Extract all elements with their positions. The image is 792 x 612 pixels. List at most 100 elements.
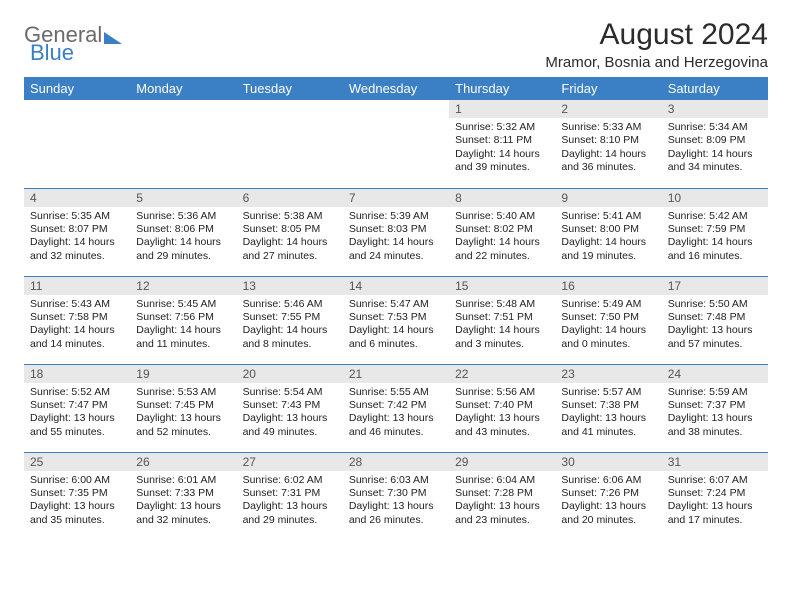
calendar-day-cell: .. [237, 100, 343, 188]
day-number: 11 [24, 277, 130, 295]
day-details: Sunrise: 5:42 AMSunset: 7:59 PMDaylight:… [662, 207, 768, 268]
day-number: 14 [343, 277, 449, 295]
day-number: 27 [237, 453, 343, 471]
day-details: Sunrise: 5:36 AMSunset: 8:06 PMDaylight:… [130, 207, 236, 268]
calendar-day-cell: 11Sunrise: 5:43 AMSunset: 7:58 PMDayligh… [24, 276, 130, 364]
location: Mramor, Bosnia and Herzegovina [545, 54, 768, 71]
brand-part2: Blue [30, 40, 74, 65]
calendar-day-cell: 18Sunrise: 5:52 AMSunset: 7:47 PMDayligh… [24, 364, 130, 452]
day-number: 28 [343, 453, 449, 471]
calendar-page: General August 2024 Mramor, Bosnia and H… [0, 0, 792, 540]
calendar-day-cell: 12Sunrise: 5:45 AMSunset: 7:56 PMDayligh… [130, 276, 236, 364]
calendar-week-row: 4Sunrise: 5:35 AMSunset: 8:07 PMDaylight… [24, 188, 768, 276]
calendar-day-cell: .. [130, 100, 236, 188]
calendar-day-cell: 19Sunrise: 5:53 AMSunset: 7:45 PMDayligh… [130, 364, 236, 452]
weekday-header: Thursday [449, 77, 555, 100]
day-details: Sunrise: 5:38 AMSunset: 8:05 PMDaylight:… [237, 207, 343, 268]
weekday-header: Saturday [662, 77, 768, 100]
day-number: 4 [24, 189, 130, 207]
day-number: 15 [449, 277, 555, 295]
day-details: Sunrise: 5:54 AMSunset: 7:43 PMDaylight:… [237, 383, 343, 444]
day-number: 24 [662, 365, 768, 383]
calendar-day-cell: 2Sunrise: 5:33 AMSunset: 8:10 PMDaylight… [555, 100, 661, 188]
day-number: 19 [130, 365, 236, 383]
day-number: 29 [449, 453, 555, 471]
day-details: Sunrise: 5:40 AMSunset: 8:02 PMDaylight:… [449, 207, 555, 268]
calendar-day-cell: 4Sunrise: 5:35 AMSunset: 8:07 PMDaylight… [24, 188, 130, 276]
calendar-week-row: 18Sunrise: 5:52 AMSunset: 7:47 PMDayligh… [24, 364, 768, 452]
day-details: Sunrise: 5:33 AMSunset: 8:10 PMDaylight:… [555, 118, 661, 179]
day-number: 21 [343, 365, 449, 383]
day-details: Sunrise: 5:39 AMSunset: 8:03 PMDaylight:… [343, 207, 449, 268]
title-block: August 2024 Mramor, Bosnia and Herzegovi… [545, 18, 768, 71]
calendar-day-cell: 7Sunrise: 5:39 AMSunset: 8:03 PMDaylight… [343, 188, 449, 276]
weekday-header: Tuesday [237, 77, 343, 100]
calendar-day-cell: 27Sunrise: 6:02 AMSunset: 7:31 PMDayligh… [237, 452, 343, 540]
calendar-day-cell: 3Sunrise: 5:34 AMSunset: 8:09 PMDaylight… [662, 100, 768, 188]
day-details: Sunrise: 5:59 AMSunset: 7:37 PMDaylight:… [662, 383, 768, 444]
day-details: Sunrise: 5:56 AMSunset: 7:40 PMDaylight:… [449, 383, 555, 444]
triangle-icon [104, 32, 122, 44]
day-details: Sunrise: 5:48 AMSunset: 7:51 PMDaylight:… [449, 295, 555, 356]
calendar-day-cell: 10Sunrise: 5:42 AMSunset: 7:59 PMDayligh… [662, 188, 768, 276]
day-details: Sunrise: 5:47 AMSunset: 7:53 PMDaylight:… [343, 295, 449, 356]
day-details: Sunrise: 5:50 AMSunset: 7:48 PMDaylight:… [662, 295, 768, 356]
calendar-day-cell: 17Sunrise: 5:50 AMSunset: 7:48 PMDayligh… [662, 276, 768, 364]
calendar-week-row: 11Sunrise: 5:43 AMSunset: 7:58 PMDayligh… [24, 276, 768, 364]
calendar-day-cell: 29Sunrise: 6:04 AMSunset: 7:28 PMDayligh… [449, 452, 555, 540]
calendar-day-cell: 22Sunrise: 5:56 AMSunset: 7:40 PMDayligh… [449, 364, 555, 452]
day-details: Sunrise: 6:03 AMSunset: 7:30 PMDaylight:… [343, 471, 449, 532]
day-details: Sunrise: 6:01 AMSunset: 7:33 PMDaylight:… [130, 471, 236, 532]
calendar-body: ........1Sunrise: 5:32 AMSunset: 8:11 PM… [24, 100, 768, 540]
calendar-day-cell: 23Sunrise: 5:57 AMSunset: 7:38 PMDayligh… [555, 364, 661, 452]
header: General August 2024 Mramor, Bosnia and H… [24, 18, 768, 71]
calendar-day-cell: 5Sunrise: 5:36 AMSunset: 8:06 PMDaylight… [130, 188, 236, 276]
calendar-day-cell: 9Sunrise: 5:41 AMSunset: 8:00 PMDaylight… [555, 188, 661, 276]
day-number: 8 [449, 189, 555, 207]
day-number: 6 [237, 189, 343, 207]
calendar-week-row: ........1Sunrise: 5:32 AMSunset: 8:11 PM… [24, 100, 768, 188]
calendar-day-cell: 16Sunrise: 5:49 AMSunset: 7:50 PMDayligh… [555, 276, 661, 364]
day-number: 23 [555, 365, 661, 383]
day-details: Sunrise: 5:35 AMSunset: 8:07 PMDaylight:… [24, 207, 130, 268]
day-number: 13 [237, 277, 343, 295]
calendar-day-cell: .. [24, 100, 130, 188]
day-details: Sunrise: 5:43 AMSunset: 7:58 PMDaylight:… [24, 295, 130, 356]
day-details: Sunrise: 5:53 AMSunset: 7:45 PMDaylight:… [130, 383, 236, 444]
day-details: Sunrise: 6:04 AMSunset: 7:28 PMDaylight:… [449, 471, 555, 532]
day-number: 1 [449, 100, 555, 118]
day-details: Sunrise: 5:46 AMSunset: 7:55 PMDaylight:… [237, 295, 343, 356]
day-details: Sunrise: 5:32 AMSunset: 8:11 PMDaylight:… [449, 118, 555, 179]
day-details: Sunrise: 5:57 AMSunset: 7:38 PMDaylight:… [555, 383, 661, 444]
month-title: August 2024 [545, 18, 768, 52]
calendar-day-cell: .. [343, 100, 449, 188]
day-details: Sunrise: 5:55 AMSunset: 7:42 PMDaylight:… [343, 383, 449, 444]
weekday-header: Wednesday [343, 77, 449, 100]
day-number: 9 [555, 189, 661, 207]
weekday-header-row: SundayMondayTuesdayWednesdayThursdayFrid… [24, 77, 768, 100]
weekday-header: Sunday [24, 77, 130, 100]
day-number: 10 [662, 189, 768, 207]
calendar-day-cell: 30Sunrise: 6:06 AMSunset: 7:26 PMDayligh… [555, 452, 661, 540]
day-details: Sunrise: 5:34 AMSunset: 8:09 PMDaylight:… [662, 118, 768, 179]
calendar-day-cell: 8Sunrise: 5:40 AMSunset: 8:02 PMDaylight… [449, 188, 555, 276]
logo-line2: Blue [30, 40, 74, 66]
day-number: 30 [555, 453, 661, 471]
calendar-day-cell: 1Sunrise: 5:32 AMSunset: 8:11 PMDaylight… [449, 100, 555, 188]
day-details: Sunrise: 6:06 AMSunset: 7:26 PMDaylight:… [555, 471, 661, 532]
calendar-day-cell: 31Sunrise: 6:07 AMSunset: 7:24 PMDayligh… [662, 452, 768, 540]
day-number: 20 [237, 365, 343, 383]
calendar-day-cell: 6Sunrise: 5:38 AMSunset: 8:05 PMDaylight… [237, 188, 343, 276]
day-details: Sunrise: 5:45 AMSunset: 7:56 PMDaylight:… [130, 295, 236, 356]
weekday-header: Monday [130, 77, 236, 100]
weekday-header: Friday [555, 77, 661, 100]
day-number: 26 [130, 453, 236, 471]
calendar-day-cell: 25Sunrise: 6:00 AMSunset: 7:35 PMDayligh… [24, 452, 130, 540]
day-details: Sunrise: 6:07 AMSunset: 7:24 PMDaylight:… [662, 471, 768, 532]
calendar-day-cell: 28Sunrise: 6:03 AMSunset: 7:30 PMDayligh… [343, 452, 449, 540]
day-number: 31 [662, 453, 768, 471]
calendar-day-cell: 21Sunrise: 5:55 AMSunset: 7:42 PMDayligh… [343, 364, 449, 452]
day-details: Sunrise: 6:00 AMSunset: 7:35 PMDaylight:… [24, 471, 130, 532]
calendar-week-row: 25Sunrise: 6:00 AMSunset: 7:35 PMDayligh… [24, 452, 768, 540]
day-number: 17 [662, 277, 768, 295]
